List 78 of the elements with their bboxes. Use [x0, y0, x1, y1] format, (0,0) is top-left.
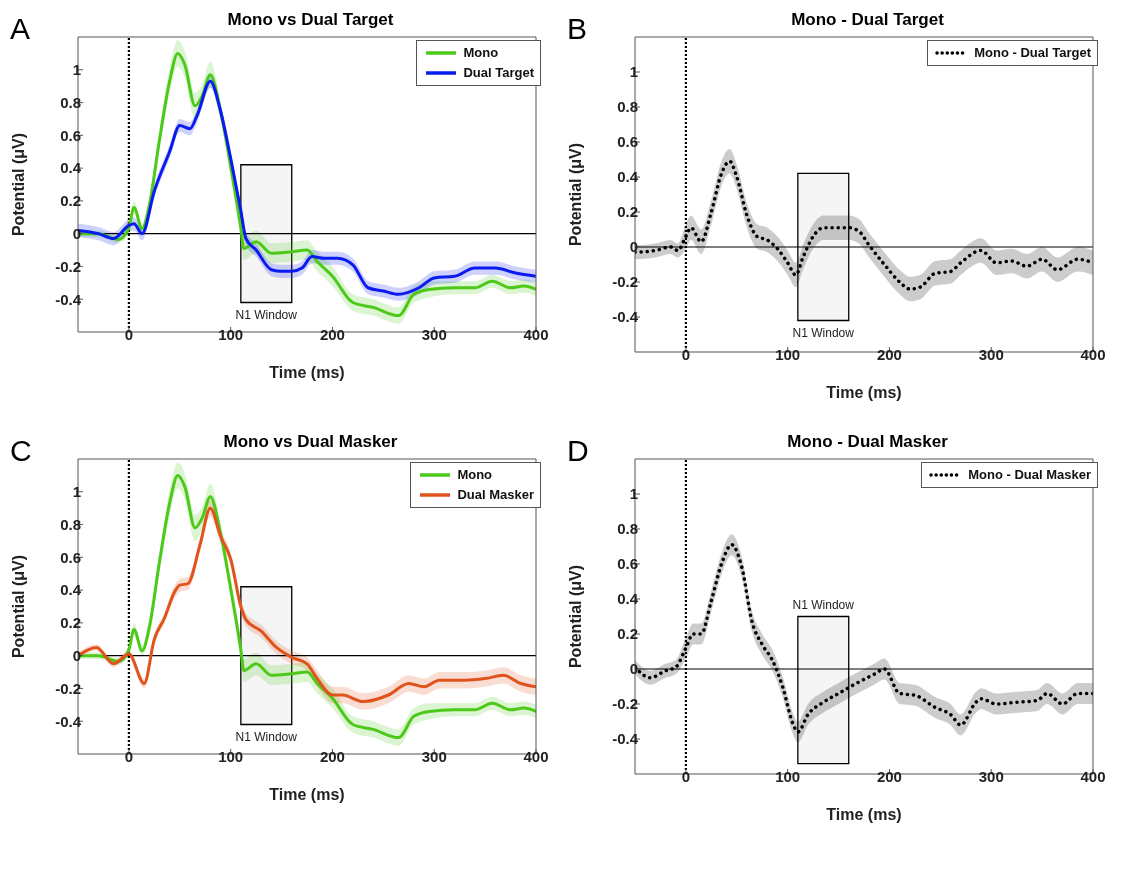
y-tick-label: 0.2 [617, 625, 638, 643]
y-tick-label: 0.2 [60, 614, 81, 632]
y-axis-title: Potential (μV) [566, 564, 584, 669]
y-tick-label: 0.8 [60, 515, 81, 533]
x-tick-label: 400 [1080, 767, 1106, 785]
y-tick-label: 0 [629, 660, 638, 678]
y-tick-label: 0.8 [617, 520, 638, 538]
x-tick-label: 300 [421, 747, 447, 765]
y-tick-label: 0.4 [60, 159, 82, 177]
x-tick-label: 100 [775, 345, 801, 363]
band-label: N1 Window [235, 730, 298, 745]
x-tick-label: 300 [978, 345, 1004, 363]
y-tick-label: 0.6 [60, 548, 81, 566]
legend-label: Mono [457, 467, 493, 483]
legend-label: Mono [463, 45, 499, 61]
y-tick-label: 0.8 [60, 93, 81, 111]
y-tick-label: 0.4 [60, 581, 82, 599]
x-axis-title: Time (ms) [826, 806, 902, 823]
y-tick-label: -0.2 [55, 257, 81, 275]
legend-label: Dual Masker [457, 487, 534, 503]
y-tick-label: 1 [629, 63, 638, 81]
x-tick-label: 200 [876, 767, 902, 785]
legend-label: Mono - Dual Target [974, 45, 1091, 61]
y-tick-label: -0.4 [612, 730, 639, 748]
x-tick-label: 0 [681, 345, 691, 363]
y-tick-label: 1 [629, 485, 638, 503]
y-tick-label: -0.2 [612, 273, 638, 291]
text: D [567, 434, 589, 468]
x-tick-label: 0 [681, 767, 691, 785]
x-tick-label: 200 [319, 325, 345, 343]
y-tick-label: -0.4 [612, 308, 639, 326]
x-tick-label: 0 [124, 325, 134, 343]
y-tick-label: 0.4 [617, 168, 639, 186]
chart-title: Mono - Dual Target [791, 10, 944, 29]
y-tick-label: 0.6 [60, 126, 81, 144]
y-tick-label: 1 [72, 61, 81, 79]
y-tick-label: 0.6 [617, 133, 638, 151]
x-tick-label: 300 [421, 325, 447, 343]
x-tick-label: 400 [523, 325, 549, 343]
text: B [567, 12, 588, 46]
x-tick-label: 400 [1080, 345, 1106, 363]
y-tick-label: -0.2 [55, 679, 81, 697]
y-tick-label: 0.2 [617, 203, 638, 221]
x-tick-label: 100 [218, 325, 244, 343]
y-tick-label: -0.2 [612, 695, 638, 713]
y-axis-title: Potential (μV) [9, 132, 27, 237]
text: C [10, 434, 32, 468]
y-tick-label: 0 [72, 646, 81, 664]
x-axis-title: Time (ms) [269, 786, 345, 803]
x-tick-label: 200 [319, 747, 345, 765]
y-tick-label: 0.4 [617, 590, 639, 608]
chart-title: Mono vs Dual Target [227, 10, 394, 29]
x-tick-label: 400 [523, 747, 549, 765]
band-label: N1 Window [792, 326, 855, 341]
legend-label: Mono - Dual Masker [968, 467, 1091, 483]
band-label: N1 Window [235, 308, 298, 323]
x-tick-label: 100 [218, 747, 244, 765]
y-axis-title: Potential (μV) [9, 554, 27, 659]
y-axis-title: Potential (μV) [566, 142, 584, 247]
y-tick-label: 0 [629, 238, 638, 256]
y-tick-label: -0.4 [55, 712, 82, 730]
y-tick-label: 0 [72, 224, 81, 242]
y-tick-label: 1 [72, 483, 81, 501]
x-axis-title: Time (ms) [826, 384, 902, 401]
x-tick-label: 100 [775, 767, 801, 785]
x-axis-title: Time (ms) [269, 364, 345, 381]
text: A [10, 12, 31, 46]
chart-title: Mono - Dual Masker [787, 432, 948, 451]
y-tick-label: 0.8 [617, 98, 638, 116]
x-tick-label: 200 [876, 345, 902, 363]
x-tick-label: 0 [124, 747, 134, 765]
y-tick-label: -0.4 [55, 290, 82, 308]
legend-label: Dual Target [463, 65, 534, 81]
band-label: N1 Window [792, 597, 855, 612]
chart-title: Mono vs Dual Masker [223, 432, 398, 451]
y-tick-label: 0.6 [617, 555, 638, 573]
y-tick-label: 0.2 [60, 192, 81, 210]
x-tick-label: 300 [978, 767, 1004, 785]
